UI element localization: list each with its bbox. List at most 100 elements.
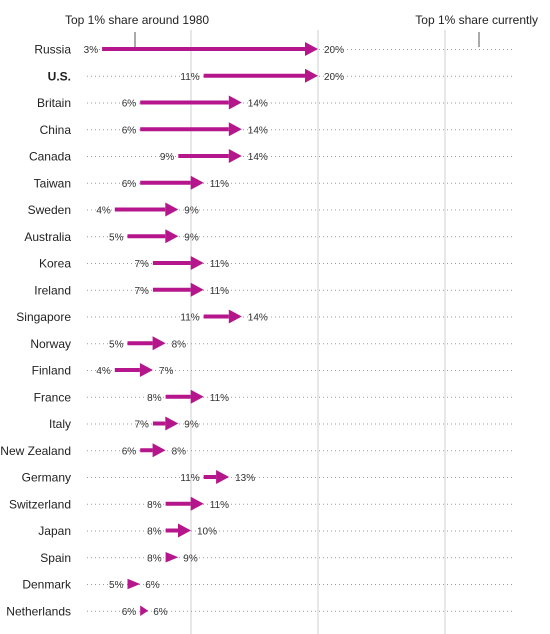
- arrow-head-germany: [216, 470, 230, 484]
- arrow-head-sweden: [165, 202, 179, 217]
- country-label-korea: Korea: [39, 257, 71, 271]
- arrow-head-france: [190, 389, 204, 404]
- end-value-italy: 9%: [184, 420, 199, 431]
- arrow-shaft-japan: [165, 528, 178, 533]
- arrow-shaft-korea: [152, 261, 191, 265]
- country-label-taiwan: Taiwan: [34, 176, 71, 190]
- start-value-denmark: 5%: [109, 580, 124, 591]
- arrow-head-korea: [190, 256, 204, 270]
- arrow-head-japan: [178, 523, 191, 538]
- start-value-singapore: 11%: [180, 313, 199, 324]
- arrow-head-britain: [228, 95, 242, 110]
- country-label-australia: Australia: [24, 230, 71, 244]
- arrow-head-canada: [228, 149, 242, 163]
- country-label-sweden: Sweden: [28, 203, 71, 217]
- start-value-spain: 8%: [147, 553, 162, 564]
- country-label-u-s: U.S.: [48, 69, 71, 83]
- arrow-shaft-germany: [203, 475, 217, 479]
- arrow-shaft-finland: [114, 368, 140, 372]
- arrow-head-australia: [165, 229, 179, 244]
- start-value-france: 8%: [147, 393, 162, 404]
- start-value-japan: 8%: [147, 527, 162, 538]
- arrow-head-switzerland: [190, 496, 204, 511]
- end-value-japan: 10%: [197, 527, 217, 538]
- end-value-ireland: 11%: [210, 286, 229, 297]
- arrow-head-u-s: [305, 68, 318, 83]
- country-label-france: France: [34, 390, 72, 404]
- country-label-singapore: Singapore: [16, 310, 71, 324]
- arrow-head-finland: [139, 363, 153, 377]
- arrow-head-russia: [305, 42, 318, 56]
- start-value-canada: 9%: [160, 152, 175, 163]
- end-value-u-s: 20%: [324, 72, 344, 83]
- start-value-finland: 4%: [96, 366, 111, 377]
- arrow-head-netherlands: [140, 605, 149, 616]
- end-value-canada: 14%: [248, 152, 268, 163]
- arrow-shaft-sweden: [114, 207, 166, 212]
- header-label-current: Top 1% share currently: [415, 13, 538, 27]
- country-label-russia: Russia: [34, 43, 71, 57]
- start-value-new-zealand: 6%: [122, 446, 137, 457]
- start-value-ireland: 7%: [134, 286, 149, 297]
- country-label-netherlands: Netherlands: [6, 604, 71, 618]
- end-value-singapore: 14%: [248, 313, 268, 324]
- end-value-spain: 9%: [183, 553, 198, 564]
- arrow-shaft-france: [165, 394, 191, 399]
- arrow-shaft-canada: [178, 154, 229, 158]
- arrow-head-italy: [165, 416, 179, 431]
- country-label-japan: Japan: [38, 524, 71, 538]
- start-value-korea: 7%: [134, 259, 149, 270]
- arrow-shaft-britain: [140, 100, 229, 105]
- arrow-shaft-taiwan: [140, 180, 191, 185]
- start-value-italy: 7%: [134, 420, 149, 431]
- start-value-australia: 5%: [109, 232, 124, 243]
- start-value-netherlands: 6%: [122, 607, 137, 618]
- arrow-shaft-new-zealand: [140, 448, 153, 453]
- end-value-netherlands: 6%: [153, 607, 168, 618]
- arrow-head-china: [228, 122, 242, 137]
- country-label-canada: Canada: [29, 150, 71, 164]
- start-value-russia: 3%: [84, 45, 99, 56]
- end-value-france: 11%: [210, 393, 229, 404]
- end-value-new-zealand: 8%: [172, 446, 187, 457]
- start-value-u-s: 11%: [180, 72, 199, 83]
- start-value-taiwan: 6%: [122, 179, 137, 190]
- end-value-germany: 13%: [235, 473, 255, 484]
- end-value-taiwan: 11%: [210, 179, 229, 190]
- country-label-finland: Finland: [32, 364, 71, 378]
- arrow-head-singapore: [228, 309, 242, 324]
- end-value-denmark: 6%: [145, 580, 160, 591]
- start-value-norway: 5%: [109, 339, 124, 350]
- country-label-ireland: Ireland: [34, 283, 71, 297]
- end-value-sweden: 9%: [184, 206, 199, 217]
- end-value-britain: 14%: [248, 99, 268, 110]
- country-label-new-zealand: New Zealand: [0, 444, 71, 458]
- end-value-norway: 8%: [172, 339, 187, 350]
- end-value-switzerland: 11%: [210, 500, 229, 511]
- country-label-germany: Germany: [22, 471, 71, 485]
- arrow-shaft-australia: [127, 234, 166, 239]
- country-label-britain: Britain: [37, 96, 71, 110]
- country-label-china: China: [40, 123, 72, 137]
- country-label-italy: Italy: [49, 417, 71, 431]
- start-value-switzerland: 8%: [147, 500, 162, 511]
- arrow-head-denmark: [127, 578, 141, 590]
- arrow-head-norway: [152, 336, 166, 351]
- end-value-korea: 11%: [210, 259, 229, 270]
- arrow-shaft-switzerland: [165, 501, 191, 506]
- start-value-britain: 6%: [122, 99, 137, 110]
- arrow-head-ireland: [190, 282, 204, 297]
- end-value-australia: 9%: [184, 232, 199, 243]
- arrow-shaft-singapore: [203, 314, 229, 319]
- arrow-shaft-u-s: [203, 73, 305, 78]
- header-label-1980: Top 1% share around 1980: [65, 13, 210, 27]
- end-value-finland: 7%: [159, 366, 174, 377]
- arrow-head-new-zealand: [152, 443, 166, 458]
- start-value-sweden: 4%: [96, 206, 111, 217]
- arrow-shaft-russia: [102, 47, 305, 51]
- end-value-russia: 20%: [324, 45, 344, 56]
- end-value-china: 14%: [248, 125, 268, 136]
- arrow-shaft-china: [140, 127, 229, 132]
- arrow-head-spain: [165, 552, 179, 563]
